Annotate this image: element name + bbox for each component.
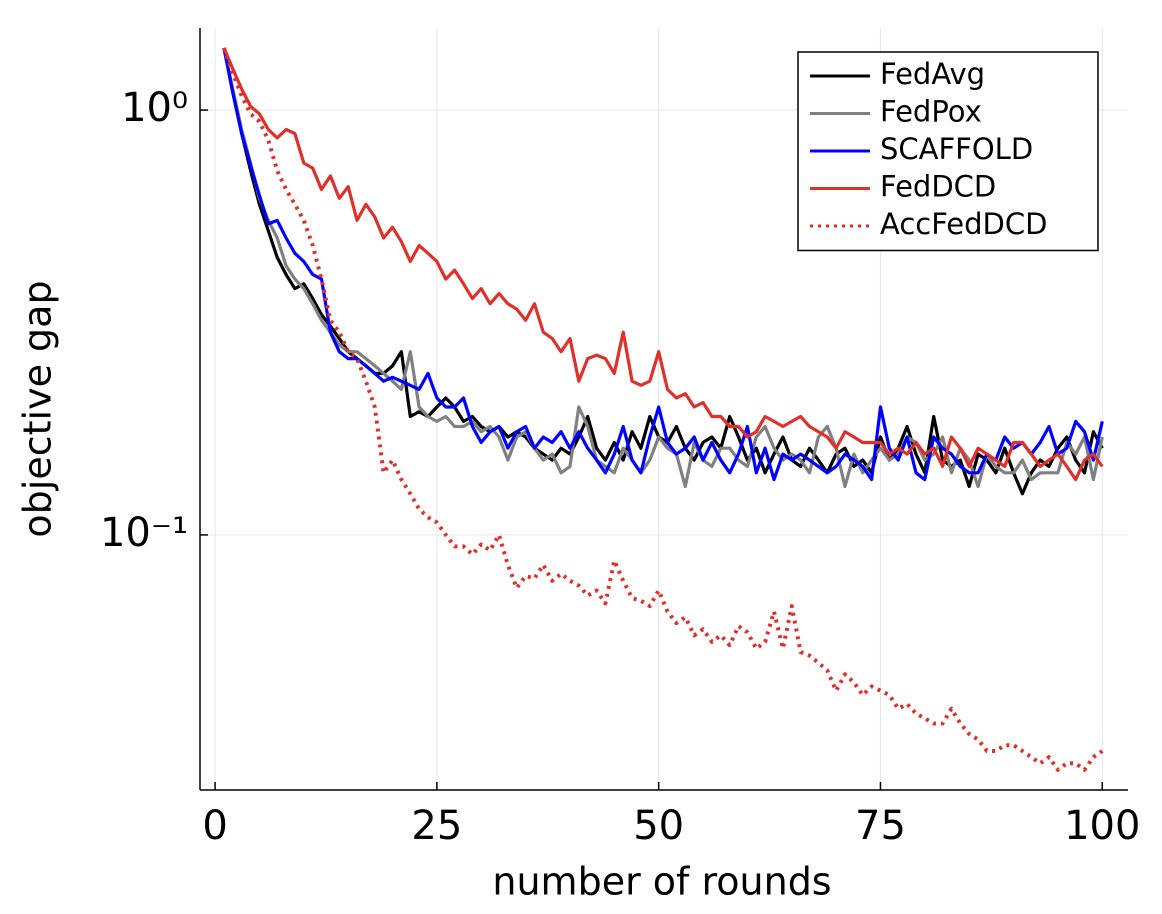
x-tick-label: 25: [411, 803, 462, 849]
x-tick-label: 75: [855, 803, 906, 849]
legend-label: FedAvg: [880, 57, 985, 91]
y-axis-label: objective gap: [16, 280, 60, 537]
legend-label: AccFedDCD: [880, 207, 1047, 241]
legend-label: FedPox: [880, 95, 982, 129]
legend-label: FedDCD: [880, 170, 996, 204]
x-tick-label: 0: [202, 803, 227, 849]
y-tick-label: 10⁰: [121, 85, 188, 131]
series-line: [222, 47, 1104, 482]
series-line: [222, 47, 1104, 482]
x-axis-label: number of rounds: [492, 860, 831, 904]
legend-label: SCAFFOLD: [880, 132, 1033, 166]
y-tick-label: 10⁻¹: [100, 510, 188, 556]
x-tick-label: 100: [1064, 803, 1140, 849]
x-tick-label: 50: [633, 803, 684, 849]
